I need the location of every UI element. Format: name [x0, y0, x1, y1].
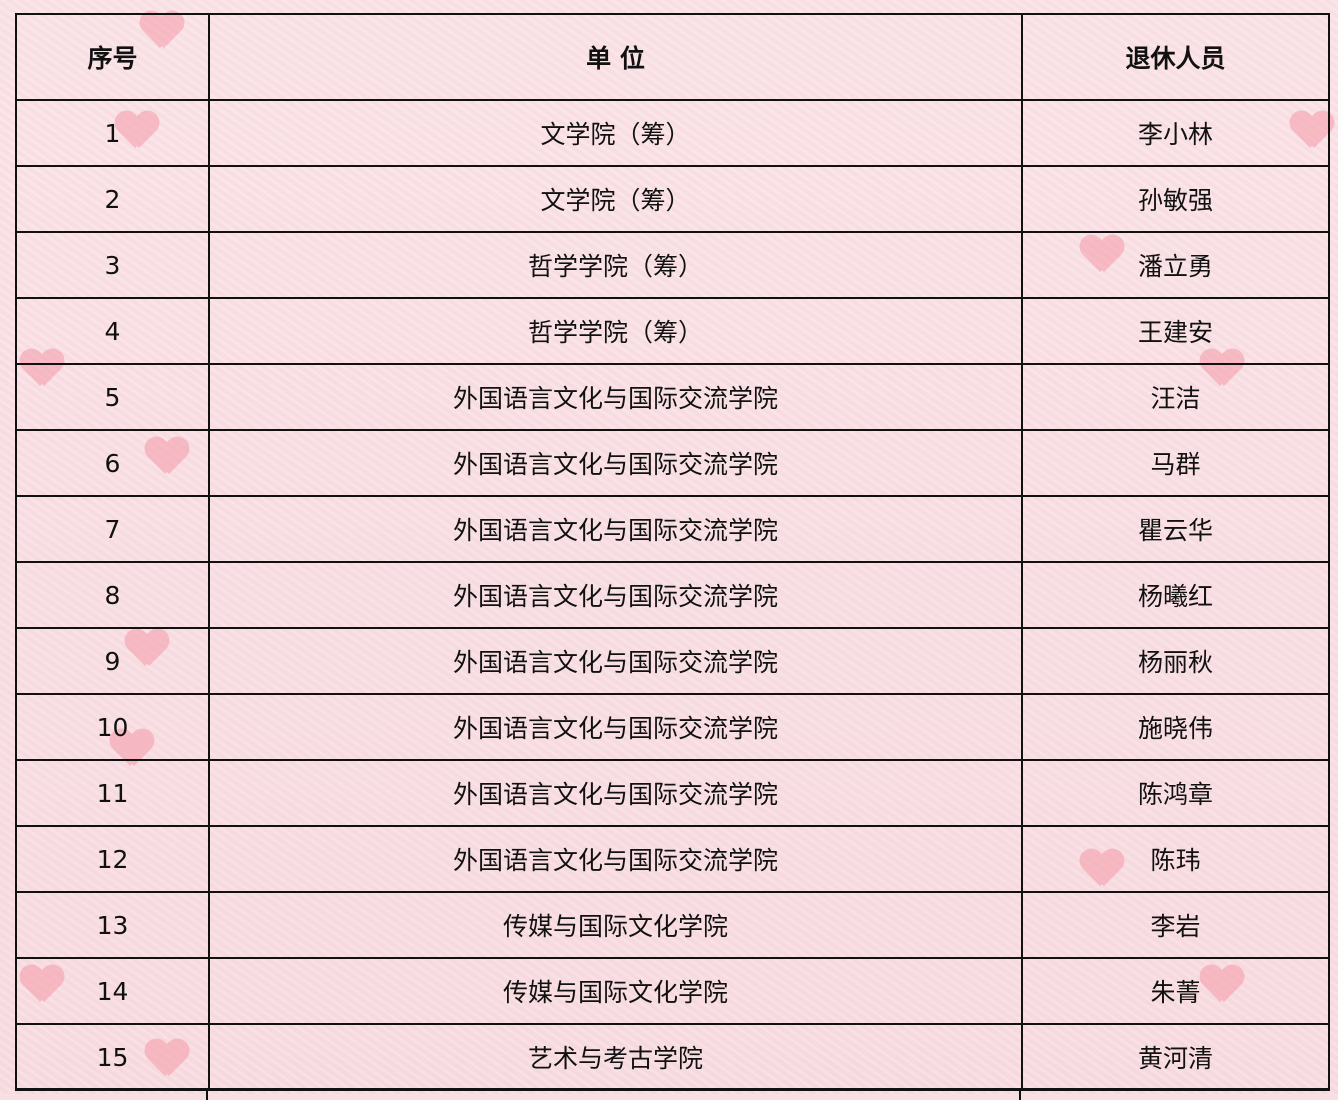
retiree-name-cell: 陈鸿章 — [1021, 759, 1330, 827]
table-row: 6 外国语言文化与国际交流学院 马群 — [15, 429, 1330, 497]
table-row: 15 艺术与考古学院 黄河清 — [15, 1023, 1330, 1091]
retiree-name-cell: 朱菁 — [1021, 957, 1330, 1025]
header-serial-number: 序号 — [15, 13, 210, 101]
serial-number-cell: 5 — [15, 363, 210, 431]
serial-number-cell: 12 — [15, 825, 210, 893]
serial-number-cell: 11 — [15, 759, 210, 827]
unit-cell: 外国语言文化与国际交流学院 — [208, 561, 1023, 629]
unit-cell: 外国语言文化与国际交流学院 — [208, 363, 1023, 431]
table-row: 11 外国语言文化与国际交流学院 陈鸿章 — [15, 759, 1330, 827]
table-row: 12 外国语言文化与国际交流学院 陈玮 — [15, 825, 1330, 893]
header-retiree: 退休人员 — [1021, 13, 1330, 101]
serial-number-cell: 8 — [15, 561, 210, 629]
retiree-name-cell: 李小林 — [1021, 99, 1330, 167]
retiree-name-cell: 李岩 — [1021, 891, 1330, 959]
table-row: 7 外国语言文化与国际交流学院 瞿云华 — [15, 495, 1330, 563]
table-row: 14 传媒与国际文化学院 朱菁 — [15, 957, 1330, 1025]
header-unit: 单 位 — [208, 13, 1023, 101]
serial-number-cell: 3 — [15, 231, 210, 299]
unit-cell: 外国语言文化与国际交流学院 — [208, 495, 1023, 563]
table-row: 10 外国语言文化与国际交流学院 施晓伟 — [15, 693, 1330, 761]
unit-cell: 外国语言文化与国际交流学院 — [208, 759, 1023, 827]
table-row: 9 外国语言文化与国际交流学院 杨丽秋 — [15, 627, 1330, 695]
unit-cell: 传媒与国际文化学院 — [208, 891, 1023, 959]
serial-number-cell: 15 — [15, 1023, 210, 1091]
table-header-row: 序号 单 位 退休人员 — [15, 13, 1330, 101]
retirees-table: 序号 单 位 退休人员 1 文学院（筹） 李小林 2 文学院（筹） 孙敏强 3 哲学学院（筹）… — [15, 13, 1330, 1091]
serial-number-cell: 2 — [15, 165, 210, 233]
retiree-name-cell: 杨丽秋 — [1021, 627, 1330, 695]
unit-cell: 哲学学院（筹） — [208, 297, 1023, 365]
unit-cell: 外国语言文化与国际交流学院 — [208, 627, 1023, 695]
table-row: 2 文学院（筹） 孙敏强 — [15, 165, 1330, 233]
retiree-name-cell: 潘立勇 — [1021, 231, 1330, 299]
retiree-name-cell: 瞿云华 — [1021, 495, 1330, 563]
retiree-name-cell: 马群 — [1021, 429, 1330, 497]
serial-number-cell: 1 — [15, 99, 210, 167]
serial-number-cell: 6 — [15, 429, 210, 497]
unit-cell: 外国语言文化与国际交流学院 — [208, 825, 1023, 893]
table-row: 3 哲学学院（筹） 潘立勇 — [15, 231, 1330, 299]
retiree-name-cell: 杨曦红 — [1021, 561, 1330, 629]
unit-cell: 艺术与考古学院 — [208, 1023, 1023, 1091]
retiree-name-cell: 黄河清 — [1021, 1023, 1330, 1091]
serial-number-cell: 14 — [15, 957, 210, 1025]
retiree-name-cell: 孙敏强 — [1021, 165, 1330, 233]
retiree-name-cell: 汪洁 — [1021, 363, 1330, 431]
serial-number-cell: 13 — [15, 891, 210, 959]
unit-cell: 文学院（筹） — [208, 165, 1023, 233]
serial-number-cell: 4 — [15, 297, 210, 365]
serial-number-cell: 9 — [15, 627, 210, 695]
next-row-partial — [15, 1088, 1328, 1100]
retiree-name-cell: 王建安 — [1021, 297, 1330, 365]
retiree-name-cell: 施晓伟 — [1021, 693, 1330, 761]
table-row: 1 文学院（筹） 李小林 — [15, 99, 1330, 167]
unit-cell: 传媒与国际文化学院 — [208, 957, 1023, 1025]
table-row: 5 外国语言文化与国际交流学院 汪洁 — [15, 363, 1330, 431]
table-row: 13 传媒与国际文化学院 李岩 — [15, 891, 1330, 959]
serial-number-cell: 10 — [15, 693, 210, 761]
table-row: 8 外国语言文化与国际交流学院 杨曦红 — [15, 561, 1330, 629]
table-row: 4 哲学学院（筹） 王建安 — [15, 297, 1330, 365]
unit-cell: 外国语言文化与国际交流学院 — [208, 693, 1023, 761]
unit-cell: 外国语言文化与国际交流学院 — [208, 429, 1023, 497]
serial-number-cell: 7 — [15, 495, 210, 563]
unit-cell: 文学院（筹） — [208, 99, 1023, 167]
retiree-name-cell: 陈玮 — [1021, 825, 1330, 893]
unit-cell: 哲学学院（筹） — [208, 231, 1023, 299]
